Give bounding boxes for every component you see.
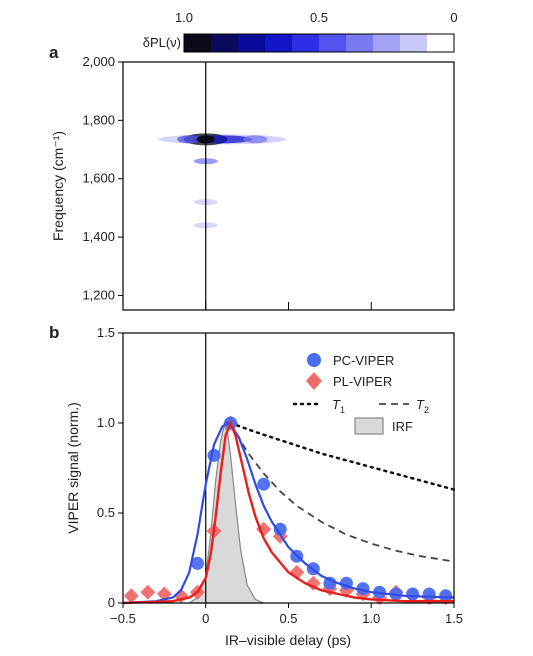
colorbar-frame (183, 33, 455, 53)
panel-b-letter: b (49, 323, 59, 342)
pc-viper-point (273, 522, 287, 536)
y-tick-label: 1,800 (82, 112, 115, 127)
colorbar-cell (427, 34, 455, 52)
panel-a-frame (122, 61, 455, 311)
colorbar-cell (346, 34, 374, 52)
colorbar-cell (238, 34, 266, 52)
x-tick-label: 0 (202, 611, 209, 626)
colorbar: δPL(ν) 1.0 0.5 0 (143, 10, 458, 53)
panel-a-letter: a (49, 43, 59, 62)
legend-irf-swatch (354, 417, 384, 435)
y-tick-label: 0 (108, 595, 115, 610)
panel-b-frame (122, 332, 455, 604)
panel-b-y-axis-label: VIPER signal (norm.) (65, 402, 81, 533)
colorbar-cell (319, 34, 347, 52)
colorbar-tick-label: 0.5 (310, 10, 328, 25)
legend-pc-marker (307, 353, 321, 367)
x-tick-label: 1.5 (445, 611, 463, 626)
pc-viper-point (190, 556, 204, 570)
pc-viper-point (439, 589, 453, 603)
legend-t1-label: T (332, 397, 341, 412)
pl-viper-point (305, 575, 321, 591)
colorbar-cell (184, 34, 212, 52)
legend-pl-marker (306, 372, 322, 390)
heatmap-blob (243, 135, 268, 144)
t1-line (229, 421, 456, 491)
t2-line (229, 422, 455, 563)
legend-t1-subscript: 1 (340, 405, 345, 415)
colorbar-cell (211, 34, 239, 52)
pc-viper-point (207, 448, 221, 462)
colorbar-cell (292, 34, 320, 52)
colorbar-label: δPL(ν) (143, 35, 181, 50)
legend-t2-subscript: 2 (424, 405, 429, 415)
pc-viper-point (406, 587, 420, 601)
pl-viper-point (140, 584, 156, 600)
y-tick-label: 1.5 (97, 325, 115, 340)
colorbar-cell (373, 34, 401, 52)
x-tick-label: −0.5 (110, 611, 136, 626)
pl-viper-fit-line (122, 419, 454, 605)
legend-pl-label: PL-VIPER (333, 374, 392, 389)
panel-a-y-axis-label: Frequency (cm⁻¹) (50, 131, 66, 241)
heatmap-blobs (158, 62, 287, 310)
pl-viper-point (123, 588, 139, 604)
panel-b-axes: 00.51.01.5−0.5 0 0.5 1.0 1.5 (97, 325, 463, 626)
panel-b: 00.51.01.5−0.5 0 0.5 1.0 1.5 VIPER signal (n… (65, 325, 463, 648)
colorbar-tick-label: 1.0 (175, 10, 193, 25)
x-tick-label: 1.0 (362, 611, 380, 626)
colorbar-ticks: 1.0 0.5 0 (175, 10, 458, 25)
y-tick-label: 1.0 (97, 415, 115, 430)
colorbar-cells (184, 34, 455, 52)
colorbar-tick-label: 0 (450, 10, 457, 25)
heatmap-blob (177, 135, 202, 144)
y-tick-label: 2,000 (82, 54, 115, 69)
legend-irf-label: IRF (392, 419, 413, 434)
y-tick-label: 0.5 (97, 505, 115, 520)
panel-a-axes: 1,200 1,400 1,600 1,800 2,000 (82, 54, 372, 310)
colorbar-cell (265, 34, 293, 52)
y-tick-label: 1,600 (82, 171, 115, 186)
panel-b-plot (122, 333, 456, 606)
panel-b-x-axis-label: IR–visible delay (ps) (225, 632, 351, 648)
legend-pc-label: PC-VIPER (333, 353, 394, 368)
y-tick-label: 1,400 (82, 229, 115, 244)
y-tick-label: 1,200 (82, 287, 115, 302)
panel-a: 1,200 1,400 1,600 1,800 2,000 Frequency (cm⁻… (50, 54, 455, 311)
pc-viper-point (422, 587, 436, 601)
pc-viper-point (257, 477, 271, 491)
x-tick-label: 0.5 (279, 611, 297, 626)
pc-viper-fit-line (122, 421, 455, 605)
colorbar-cell (400, 34, 428, 52)
legend-t2-label: T (416, 397, 425, 412)
